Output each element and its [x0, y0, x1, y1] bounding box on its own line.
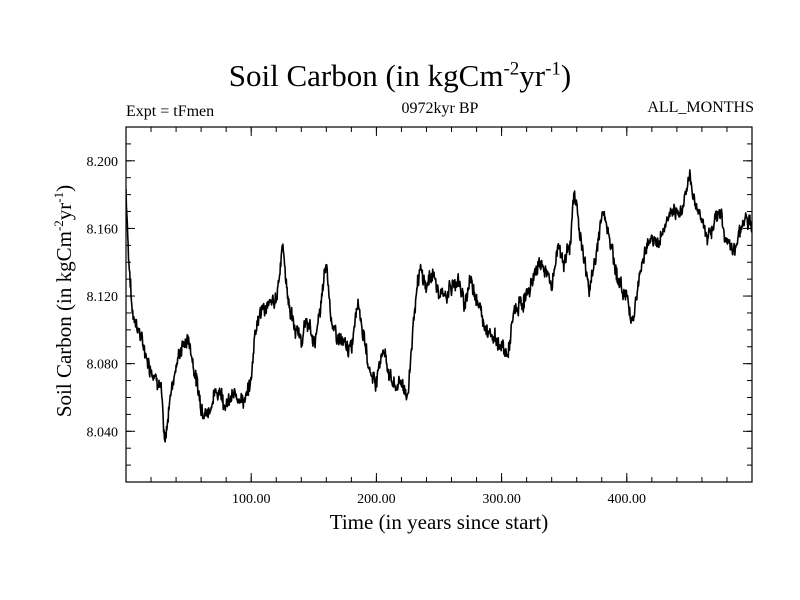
y-axis-label: Soil Carbon (in kgCm-2yr-1)	[51, 184, 76, 418]
y-tick-label: 8.160	[87, 222, 119, 237]
x-tick-label: 300.00	[482, 492, 521, 507]
plot-frame	[125, 126, 753, 483]
x-tick-label: 400.00	[608, 492, 647, 507]
x-axis-label: Time (in years since start)	[329, 510, 549, 534]
chart-title: Soil Carbon (in kgCm-2yr-1)	[228, 58, 572, 93]
series-line	[126, 169, 752, 443]
experiment-label: Expt = tFmen	[126, 103, 215, 120]
months-label: ALL_MONTHS	[647, 99, 754, 116]
y-tick-label: 8.200	[87, 155, 119, 170]
period-label: 0972kyr BP	[401, 100, 479, 117]
x-tick-label: 100.00	[232, 492, 271, 507]
x-tick-label: 200.00	[357, 492, 396, 507]
y-tick-label: 8.120	[87, 290, 119, 305]
y-tick-label: 8.080	[87, 358, 119, 373]
y-tick-label: 8.040	[87, 425, 119, 440]
